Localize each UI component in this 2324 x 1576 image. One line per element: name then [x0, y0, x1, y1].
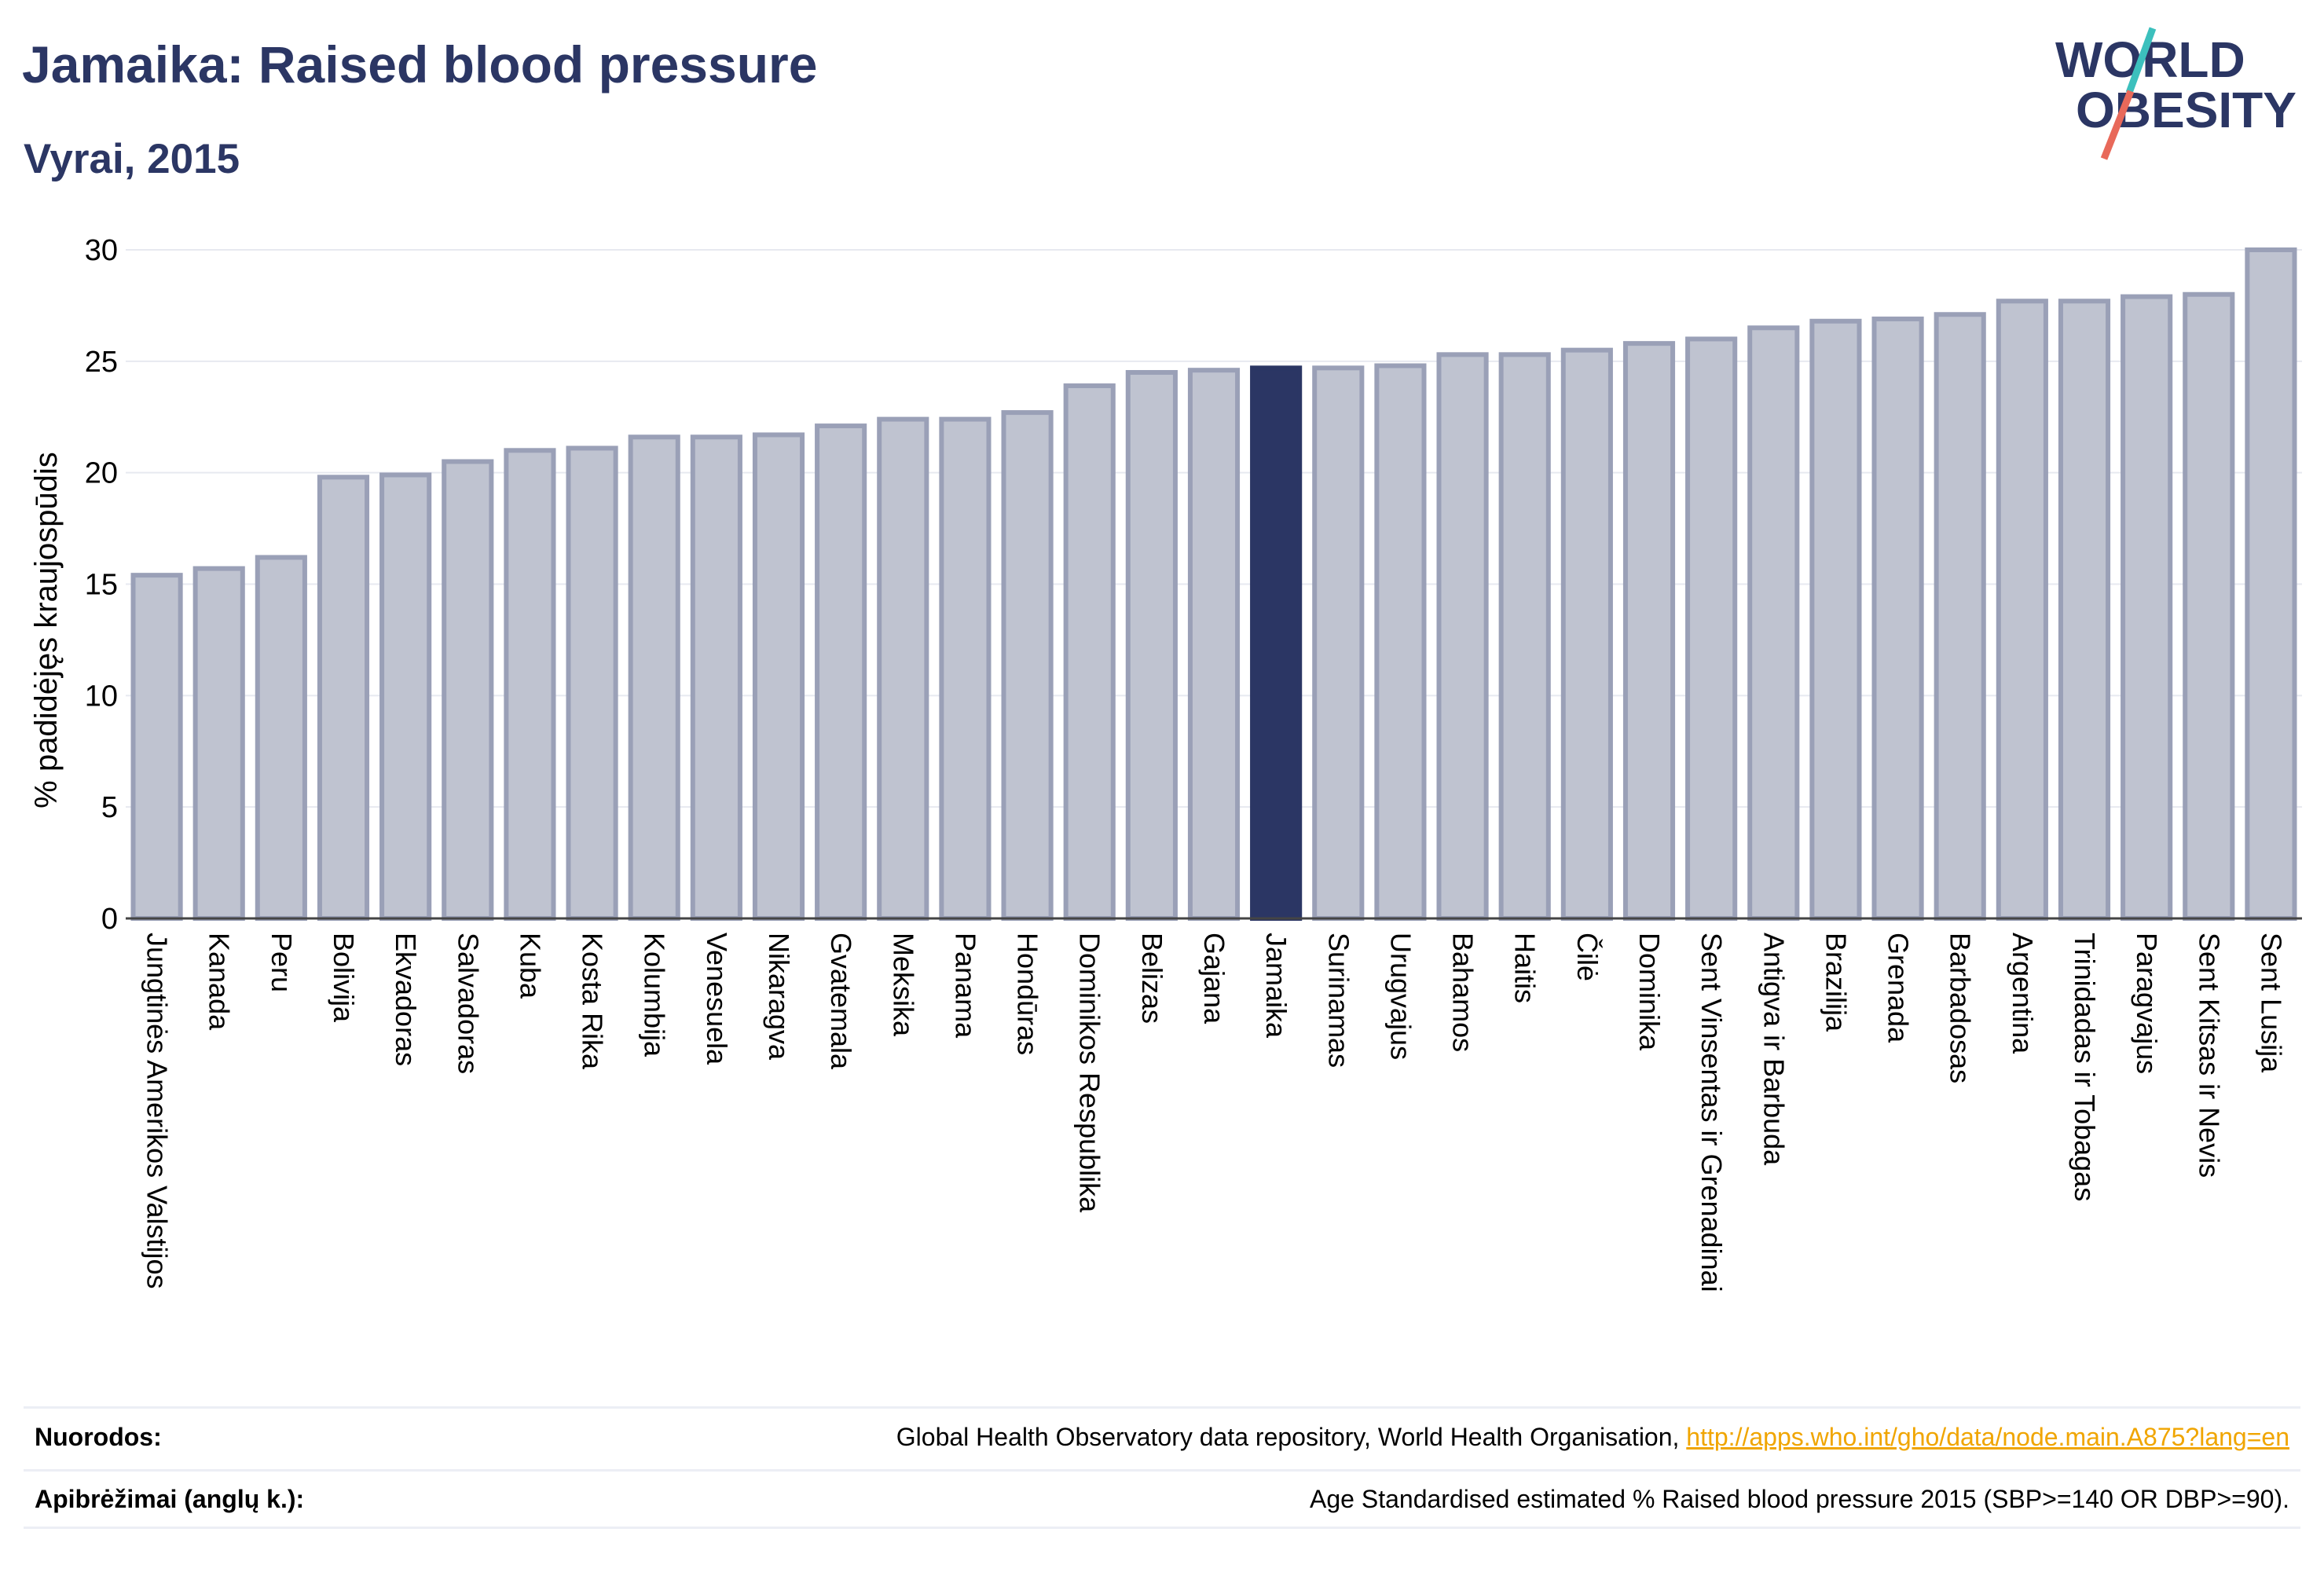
- x-tick-label: Sent Vinsentas ir Grenadinai: [1695, 933, 1728, 1292]
- chart-title: Jamaika: Raised blood pressure: [22, 35, 818, 93]
- x-tick-label: Meksika: [887, 933, 919, 1037]
- bar-11[interactable]: [815, 423, 867, 921]
- x-tick-label: Haitis: [1509, 933, 1541, 1003]
- x-tick-label: Brazilija: [1820, 933, 1852, 1032]
- bar-25[interactable]: [1685, 336, 1738, 921]
- world-obesity-logo: WORLD OBESITY: [2055, 27, 2297, 160]
- x-tick-label: Gajana: [1198, 933, 1230, 1024]
- bar-18[interactable]: [1250, 365, 1303, 921]
- x-tick-label: Dominika: [1633, 933, 1666, 1051]
- bar-21[interactable]: [1436, 352, 1489, 922]
- bar-8[interactable]: [628, 434, 680, 921]
- x-tick-label: Urugvajus: [1384, 933, 1417, 1060]
- x-tick-label: Bolivija: [328, 933, 360, 1023]
- bar-0[interactable]: [130, 573, 183, 921]
- x-tick-label: Panama: [949, 933, 981, 1039]
- y-tick-label: 15: [85, 569, 118, 602]
- logo-slash-coral: [2100, 90, 2135, 160]
- x-tick-label: Trinidadas ir Tobagas: [2069, 933, 2101, 1201]
- x-tick-label: Surinamas: [1322, 933, 1354, 1068]
- x-tick-label: Venesuela: [701, 933, 733, 1065]
- x-tick-label: Belizas: [1136, 933, 1168, 1024]
- bar-12[interactable]: [877, 416, 929, 921]
- x-tick-label: Salvadoras: [452, 933, 484, 1074]
- x-tick-label: Kuba: [514, 933, 546, 999]
- bar-2[interactable]: [255, 555, 307, 922]
- definitions-row: Apibrėžimai (anglų k.): Age Standardised…: [24, 1469, 2300, 1529]
- y-tick-label: 25: [85, 346, 118, 379]
- definitions-label: Apibrėžimai (anglų k.):: [35, 1484, 305, 1513]
- bar-29[interactable]: [1934, 312, 1986, 922]
- sources-text-body: Global Health Observatory data repositor…: [896, 1423, 1687, 1451]
- bar-4[interactable]: [379, 472, 432, 921]
- bar-32[interactable]: [2121, 294, 2173, 921]
- bar-26[interactable]: [1747, 325, 1800, 921]
- definitions-text: Age Standardised estimated % Raised bloo…: [1310, 1484, 2289, 1513]
- x-tick-label: Sent Kitsas ir Nevis: [2193, 933, 2225, 1178]
- y-axis-label: % padidėjęs kraujospūdis: [29, 452, 64, 808]
- x-tick-label: Peru: [266, 933, 298, 992]
- x-tick-label: Antigva ir Barbuda: [1758, 933, 1790, 1166]
- x-tick-labels: Jungtinės Amerikos Valstijos Kanada Peru Bo…: [141, 933, 2288, 1292]
- x-tick-label: Čilė: [1571, 933, 1604, 981]
- sources-text: Global Health Observatory data repositor…: [896, 1423, 2289, 1452]
- sources-label: Nuorodos:: [35, 1423, 162, 1451]
- x-tick-label: Gvatemala: [825, 933, 857, 1070]
- bar-chart: 0 5 10 15 20 25 30 Jungtinės Amerikos Valstijo…: [29, 234, 2302, 1292]
- bar-17[interactable]: [1187, 368, 1241, 921]
- y-tick-label: 30: [85, 234, 118, 267]
- bar-1[interactable]: [192, 566, 245, 921]
- y-tick-label: 0: [101, 903, 118, 936]
- x-tick-label: Kolumbija: [639, 933, 671, 1057]
- bar-31[interactable]: [2058, 299, 2111, 921]
- bar-5[interactable]: [442, 459, 494, 921]
- x-tick-label: Jungtinės Amerikos Valstijos: [141, 933, 174, 1289]
- bar-22[interactable]: [1498, 352, 1551, 922]
- x-tick-label: Paragvajus: [2131, 933, 2163, 1074]
- y-tick-label: 5: [101, 791, 118, 824]
- x-tick-label: Barbadosas: [1945, 933, 1977, 1083]
- bar-13[interactable]: [939, 416, 992, 921]
- bar-28[interactable]: [1871, 316, 1924, 922]
- sources-row: Nuorodos: Global Health Observatory data…: [24, 1406, 2300, 1466]
- bar-3[interactable]: [317, 475, 370, 921]
- bar-15[interactable]: [1063, 383, 1116, 921]
- bar-20[interactable]: [1374, 363, 1427, 921]
- bars: [130, 247, 2297, 922]
- bar-30[interactable]: [1996, 299, 2048, 921]
- bar-14[interactable]: [1001, 410, 1054, 921]
- x-tick-label: Jamaika: [1260, 933, 1292, 1039]
- y-tick-label: 10: [85, 680, 118, 713]
- x-tick-label: Ekvadoras: [390, 933, 422, 1066]
- x-tick-label: Nikaragva: [763, 933, 795, 1061]
- x-tick-label: Bahamos: [1447, 933, 1479, 1052]
- x-tick-label: Hondūras: [1012, 933, 1044, 1055]
- logo-slash-teal: [2125, 27, 2157, 94]
- bar-27[interactable]: [1809, 318, 1862, 922]
- bar-24[interactable]: [1622, 341, 1676, 921]
- bar-33[interactable]: [2183, 291, 2235, 921]
- x-tick-label: Dominikos Respublika: [1074, 933, 1106, 1213]
- x-tick-label: Kosta Rika: [577, 933, 609, 1070]
- bar-19[interactable]: [1312, 365, 1365, 921]
- x-tick-label: Argentina: [2007, 933, 2039, 1054]
- bar-16[interactable]: [1125, 370, 1178, 921]
- bar-6[interactable]: [504, 448, 556, 921]
- bar-23[interactable]: [1560, 347, 1613, 921]
- y-tick-label: 20: [85, 457, 118, 490]
- bar-9[interactable]: [690, 434, 742, 921]
- x-tick-label: Grenada: [1882, 933, 1915, 1043]
- y-tick-labels: 0 5 10 15 20 25 30: [85, 234, 118, 936]
- bar-34[interactable]: [2245, 247, 2297, 921]
- bar-10[interactable]: [752, 432, 805, 921]
- x-tick-label: Sent Lusija: [2255, 933, 2287, 1073]
- bar-7[interactable]: [566, 445, 618, 921]
- x-tick-label: Kanada: [203, 933, 236, 1031]
- chart-subtitle: Vyrai, 2015: [24, 136, 240, 182]
- sources-link[interactable]: http://apps.who.int/gho/data/node.main.A…: [1686, 1423, 2289, 1451]
